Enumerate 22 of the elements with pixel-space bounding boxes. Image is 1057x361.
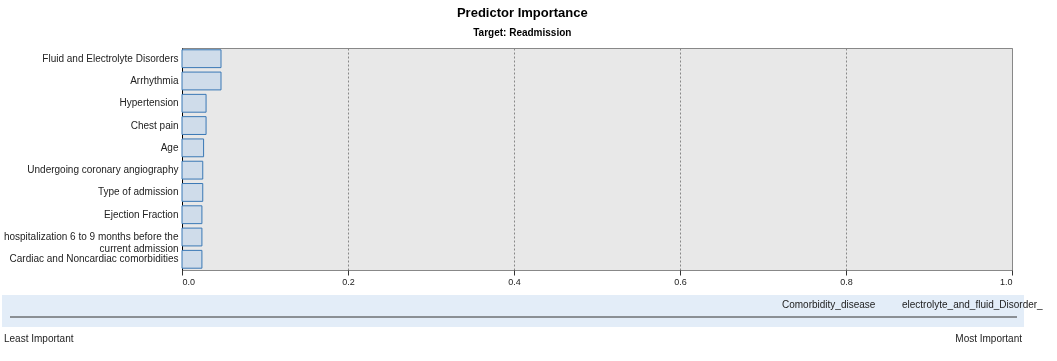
- y-tick-label: hospitalization 6 to 9 months before the current admission: [3, 231, 179, 255]
- text: Comorbidity_disease: [782, 299, 876, 310]
- x-tick-label: 1.0: [999, 276, 1013, 287]
- y-tick-label: Undergoing coronary angiography: [27, 164, 179, 176]
- y-tick-label: Type of admission: [97, 186, 179, 198]
- y-tick-label: Age: [160, 141, 179, 153]
- text: Most Important: [955, 333, 1023, 344]
- text: electrolyte_and_fluid_Disorder_: [902, 299, 1044, 310]
- chart-title: Predictor Importance: [456, 4, 588, 20]
- y-tick-label: Arrhythmia: [130, 74, 179, 86]
- y-tick-label: Cardiac and Noncardiac comorbidities: [9, 253, 179, 265]
- y-tick-label: Chest pain: [130, 119, 179, 131]
- x-tick-label: 0.6: [674, 276, 687, 287]
- y-tick-label: Ejection Fraction: [104, 208, 179, 220]
- x-tick-label: 0.4: [508, 276, 521, 287]
- text: Least Important: [4, 333, 74, 344]
- y-tick-label: Fluid and Electrolyte Disorders: [42, 52, 179, 64]
- x-tick-label: 0.2: [342, 276, 355, 287]
- x-tick-label: 0.8: [840, 276, 853, 287]
- x-tick-label: 0.0: [182, 276, 196, 287]
- chart-subtitle: Target: Readmission: [473, 26, 572, 38]
- y-tick-label: Hypertension: [119, 97, 179, 109]
